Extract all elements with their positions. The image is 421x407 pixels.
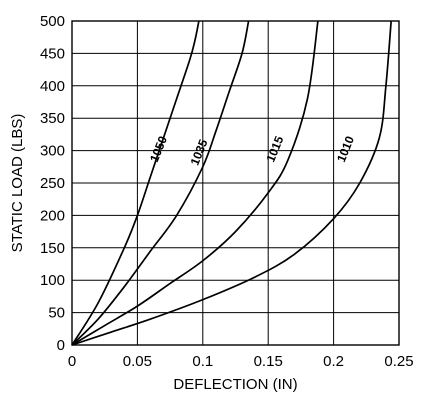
y-tick-label: 250 — [40, 175, 65, 192]
x-tick-label: 0.25 — [384, 353, 413, 370]
grid — [71, 20, 400, 346]
y-tick-label: 100 — [40, 272, 65, 289]
y-tick-label: 500 — [40, 13, 65, 30]
series-line-1010 — [71, 20, 392, 346]
y-tick-label: 300 — [40, 143, 65, 160]
y-tick-label: 200 — [40, 207, 65, 224]
y-tick-label: 50 — [48, 305, 65, 322]
plot-frame — [71, 20, 400, 346]
y-tick-label: 150 — [40, 240, 65, 257]
series-line-1050 — [71, 20, 200, 346]
y-tick-label: 450 — [40, 45, 65, 62]
y-axis-title: STATIC LOAD (LBS) — [9, 114, 26, 253]
x-tick-label: 0.15 — [254, 353, 283, 370]
series-layer — [71, 20, 392, 346]
series-line-1035 — [71, 20, 250, 346]
y-tick-label: 350 — [40, 110, 65, 127]
y-tick-label: 400 — [40, 78, 65, 95]
series-line-1015 — [71, 20, 319, 346]
y-tick-label: 0 — [57, 337, 65, 354]
y-ticks: 0 50 100 150 200 250 300 350 400 450 500 — [40, 13, 65, 354]
curve-label-1015: 1015 — [263, 134, 286, 164]
x-tick-label: 0.1 — [192, 353, 213, 370]
x-ticks: 0 0.05 0.1 0.15 0.2 0.25 — [68, 353, 414, 370]
curve-label-1035: 1035 — [188, 137, 211, 167]
x-tick-label: 0 — [68, 353, 76, 370]
x-tick-label: 0.2 — [323, 353, 344, 370]
x-tick-label: 0.05 — [123, 353, 152, 370]
x-axis-title: DEFLECTION (IN) — [173, 376, 297, 393]
curve-label-1050: 1050 — [147, 134, 170, 164]
curve-label-1010: 1010 — [334, 134, 357, 164]
